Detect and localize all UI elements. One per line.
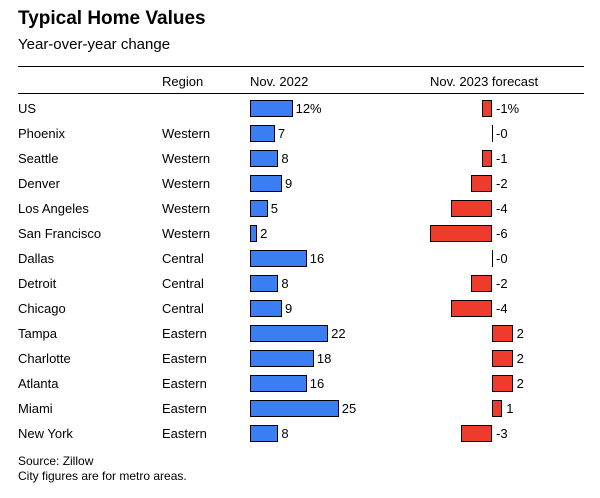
row-name: Atlanta	[18, 375, 59, 391]
bar-forecast	[492, 375, 513, 392]
label-forecast: 1	[506, 400, 514, 416]
chart-subtitle: Year-over-year change	[18, 36, 171, 53]
bar-forecast	[471, 275, 492, 292]
header-nov-2023-forecast: Nov. 2023 forecast	[430, 74, 539, 89]
label-nov-2022: 16	[309, 250, 325, 266]
row-name: San Francisco	[18, 225, 102, 241]
label-nov-2022: 8	[281, 150, 289, 166]
label-nov-2022: 9	[284, 175, 293, 191]
bar-nov-2022	[250, 150, 279, 167]
row-name: Charlotte	[18, 350, 71, 366]
row-region: Western	[162, 225, 211, 241]
bar-nov-2022	[250, 400, 339, 417]
bar-nov-2022	[250, 225, 258, 242]
chart-title: Typical Home Values	[18, 8, 206, 29]
bar-forecast	[492, 325, 513, 342]
label-forecast: -2	[496, 175, 508, 191]
row-name: Chicago	[18, 300, 66, 316]
row-name: Dallas	[18, 250, 55, 266]
label-nov-2022: 7	[277, 125, 286, 141]
bar-nov-2022	[250, 275, 279, 292]
bar-nov-2022	[250, 325, 329, 342]
label-forecast: -1%	[496, 100, 520, 116]
row-name: Phoenix	[18, 125, 65, 141]
row-name: New York	[18, 425, 73, 441]
bar-nov-2022	[250, 300, 282, 317]
label-forecast: -4	[496, 300, 508, 316]
label-nov-2022: 8	[281, 425, 289, 441]
label-forecast: -3	[496, 425, 508, 441]
row-name: Miami	[18, 400, 53, 416]
header-nov-2022: Nov. 2022	[250, 74, 309, 89]
bar-forecast	[492, 125, 493, 142]
row-region: Eastern	[162, 400, 207, 416]
label-nov-2022: 18	[316, 350, 332, 366]
label-nov-2022: 16	[309, 375, 325, 391]
row-name: US	[18, 100, 37, 116]
row-region: Eastern	[162, 375, 207, 391]
bar-nov-2022	[250, 350, 314, 367]
label-forecast: -2	[496, 275, 508, 291]
label-nov-2022: 5	[270, 200, 278, 216]
row-name: Denver	[18, 175, 60, 191]
bar-nov-2022	[250, 200, 268, 217]
bar-forecast	[481, 100, 492, 117]
row-region: Western	[162, 175, 211, 191]
bar-forecast	[481, 150, 492, 167]
bar-nov-2022	[250, 425, 279, 442]
bar-forecast	[450, 300, 492, 317]
bar-nov-2022	[250, 125, 275, 142]
label-nov-2022: 9	[284, 300, 293, 316]
bar-forecast	[430, 225, 492, 242]
label-forecast: 2	[516, 350, 524, 366]
row-region: Western	[162, 200, 211, 216]
row-region: Eastern	[162, 350, 207, 366]
metro-note: City figures are for metro areas.	[18, 469, 187, 483]
label-forecast: -6	[496, 225, 508, 241]
label-nov-2022: 25	[341, 400, 357, 416]
header-rule	[18, 93, 584, 94]
bar-forecast	[492, 250, 493, 267]
row-name: Los Angeles	[18, 200, 89, 216]
row-region: Eastern	[162, 425, 207, 441]
bar-forecast	[471, 175, 492, 192]
label-nov-2022: 22	[331, 325, 346, 341]
header-region: Region	[162, 74, 204, 89]
source-note: Source: Zillow	[18, 454, 94, 468]
row-region: Eastern	[162, 325, 207, 341]
label-forecast: -4	[496, 200, 508, 216]
bar-nov-2022	[250, 175, 282, 192]
bar-forecast	[450, 200, 492, 217]
label-nov-2022: 12%	[295, 100, 322, 116]
label-forecast: 2	[516, 375, 524, 391]
row-region: Central	[162, 300, 204, 316]
row-name: Seattle	[18, 150, 59, 166]
label-forecast: 2	[516, 325, 524, 341]
row-region: Western	[162, 125, 211, 141]
label-forecast: -1	[496, 150, 508, 166]
bar-forecast	[492, 350, 513, 367]
row-region: Central	[162, 250, 204, 266]
label-forecast: -0	[496, 250, 508, 266]
bar-nov-2022	[250, 100, 293, 117]
bar-forecast	[461, 425, 492, 442]
top-rule	[18, 66, 584, 67]
row-name: Detroit	[18, 275, 57, 291]
bar-forecast	[492, 400, 503, 417]
bar-nov-2022	[250, 250, 307, 267]
label-nov-2022: 8	[281, 275, 289, 291]
row-region: Western	[162, 150, 211, 166]
row-name: Tampa	[18, 325, 58, 341]
row-region: Central	[162, 275, 204, 291]
bar-nov-2022	[250, 375, 307, 392]
label-forecast: -0	[496, 125, 508, 141]
label-nov-2022: 2	[260, 225, 268, 241]
